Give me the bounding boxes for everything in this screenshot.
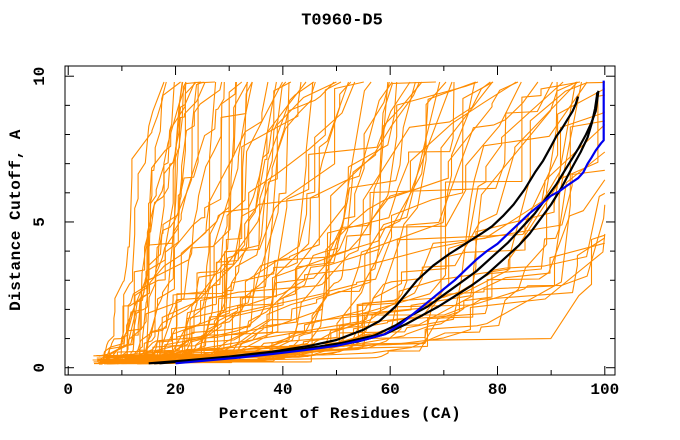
orange-model-curve xyxy=(137,81,287,364)
y-tick-label: 10 xyxy=(31,67,49,86)
x-tick-label: 40 xyxy=(273,381,292,399)
orange-model-curve xyxy=(105,81,187,363)
orange-model-curve xyxy=(110,151,606,363)
model-blue xyxy=(175,80,605,365)
orange-model-curve xyxy=(119,81,165,362)
orange-model-curve xyxy=(103,81,204,364)
orange-model-curve xyxy=(121,81,588,365)
orange-model-curve xyxy=(93,120,605,357)
orange-model-curve xyxy=(100,81,181,360)
y-tick-label: 0 xyxy=(31,363,49,373)
orange-model-curve xyxy=(109,81,175,362)
y-tick-label: 5 xyxy=(31,217,49,227)
x-tick-label: 0 xyxy=(63,381,73,399)
model-black-1 xyxy=(148,96,580,365)
plot-frame xyxy=(64,65,616,376)
x-axis-label: Percent of Residues (CA) xyxy=(218,405,462,423)
orange-model-curve xyxy=(130,81,352,361)
chart-title: T0960-D5 xyxy=(301,11,383,31)
orange-model-curve xyxy=(99,234,605,357)
orange-model-curve xyxy=(135,81,583,363)
orange-model-curve xyxy=(99,81,416,363)
x-tick-label: 20 xyxy=(166,381,185,399)
orange-model-curve xyxy=(124,81,314,360)
x-tick-label: 80 xyxy=(488,381,507,399)
orange-model-curve xyxy=(112,192,606,363)
orange-model-curve xyxy=(131,81,411,358)
orange-model-curve xyxy=(116,242,605,364)
orange-model-curve xyxy=(98,81,491,364)
x-tick-label: 60 xyxy=(381,381,400,399)
orange-model-curve xyxy=(121,81,167,358)
x-tick-label: 100 xyxy=(590,381,619,399)
